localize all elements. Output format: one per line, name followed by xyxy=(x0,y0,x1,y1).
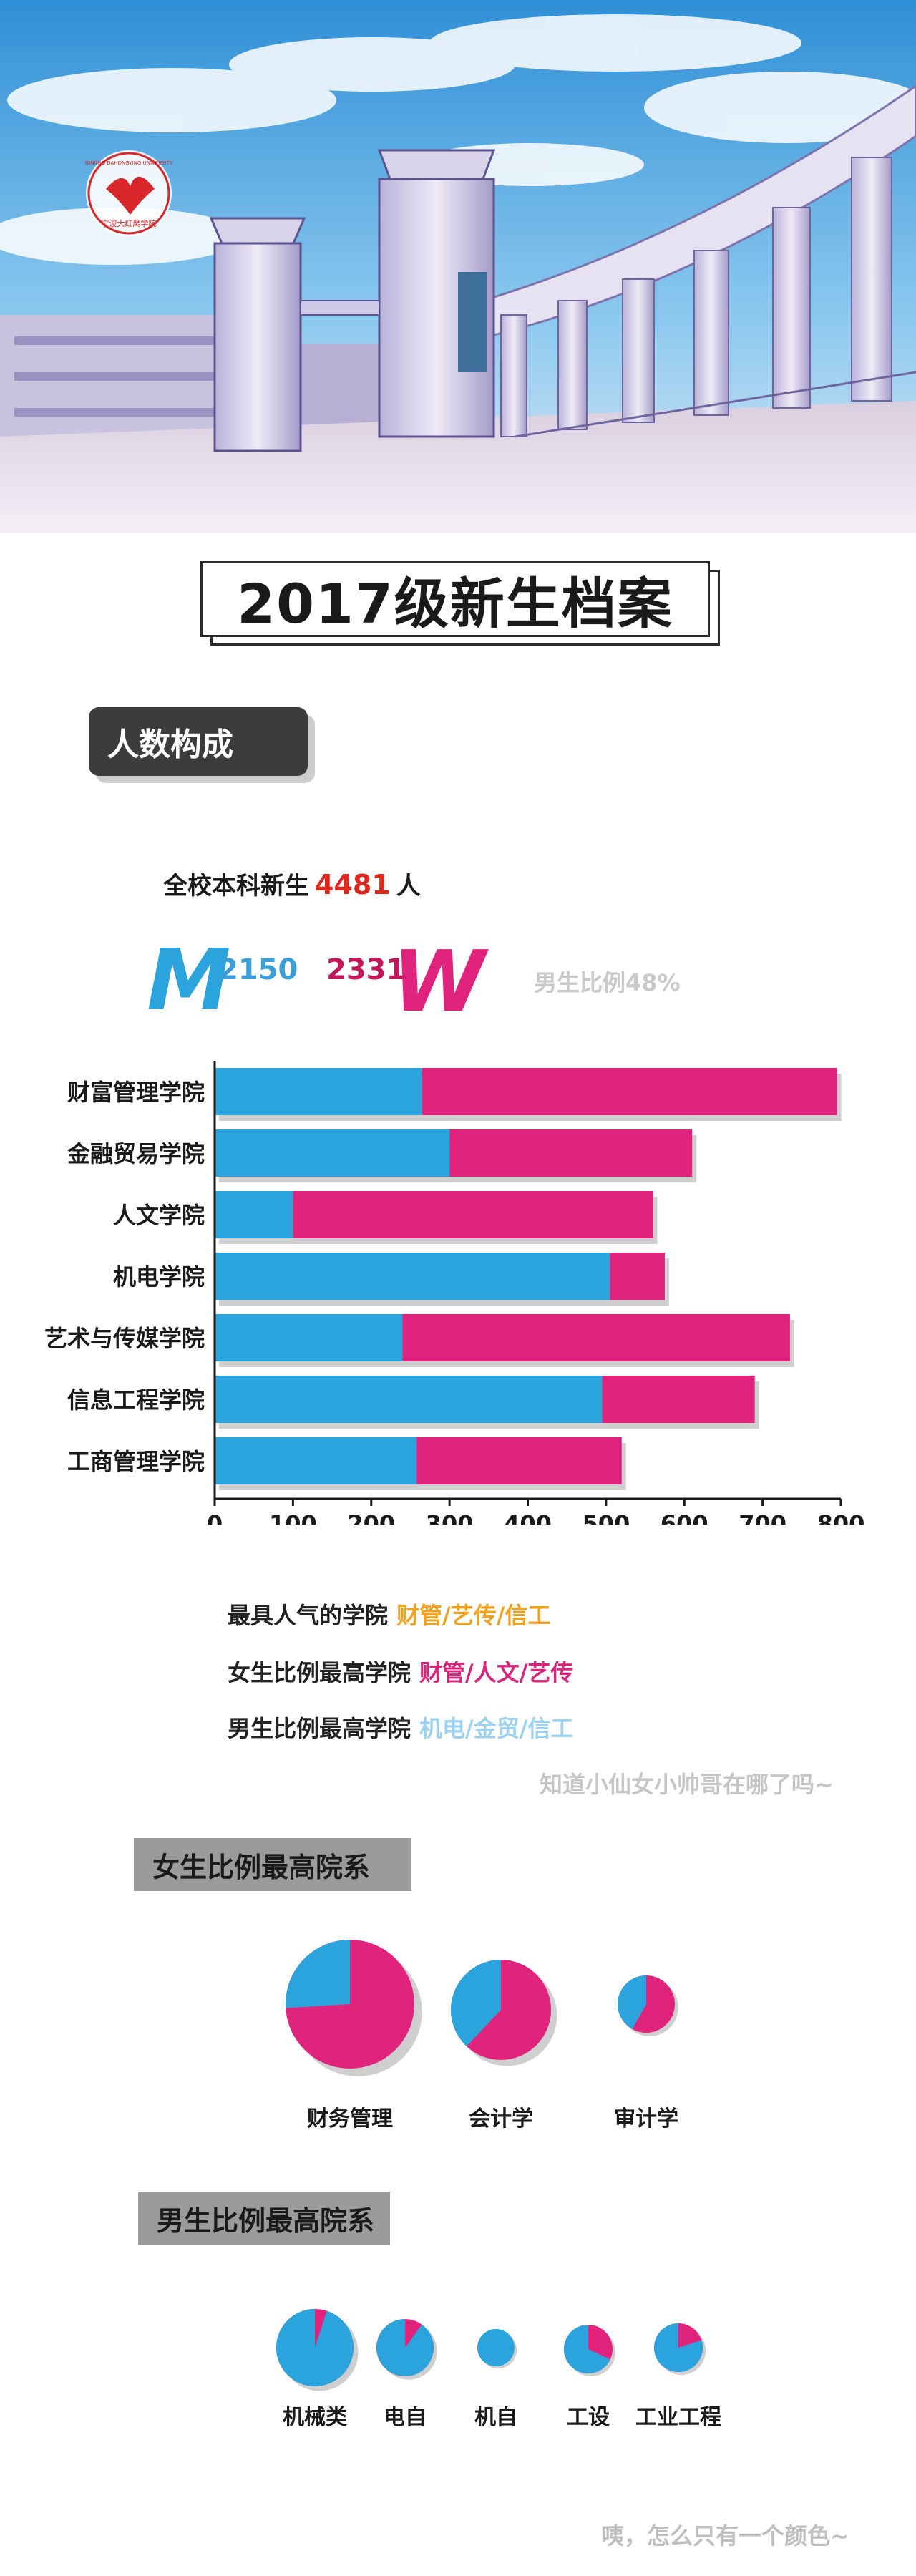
total-number: 4481 xyxy=(315,869,391,900)
x-tick-label: 400 xyxy=(504,1510,552,1525)
bar-female xyxy=(610,1253,665,1300)
x-tick-label: 100 xyxy=(269,1510,317,1525)
pie-slice-male xyxy=(477,2329,515,2366)
pie-2 xyxy=(618,1975,678,2036)
pie-label: 电自 xyxy=(384,2405,427,2430)
category-label: 艺术与传媒学院 xyxy=(44,1325,205,1352)
bar-female xyxy=(602,1376,755,1423)
male-count: 2150 xyxy=(218,953,298,986)
pie-slice-male xyxy=(376,2319,434,2376)
bar-male xyxy=(215,1253,610,1300)
pie-label: 机自 xyxy=(474,2405,517,2430)
x-tick-label: 600 xyxy=(661,1510,708,1525)
x-tick-label: 500 xyxy=(582,1510,630,1525)
title-frame: 2017级新生档案 xyxy=(200,561,710,637)
svg-text:宁波大红鹰学院: 宁波大红鹰学院 xyxy=(102,218,157,228)
section-tag-female-dept: 女生比例最高院系 xyxy=(134,1838,411,1891)
stat-female-value: 财管/人文/艺传 xyxy=(419,1659,574,1686)
stat-male-label: 男生比例最高学院 xyxy=(228,1715,411,1742)
x-tick-label: 200 xyxy=(347,1510,395,1525)
page-title: 2017级新生档案 xyxy=(237,572,673,636)
female-count: 2331 xyxy=(326,953,406,986)
bar-female xyxy=(416,1437,622,1484)
pie-4 xyxy=(654,2323,706,2376)
stat-highest-male: 男生比例最高学院 机电/金贸/信工 xyxy=(228,1711,573,1744)
bar-female xyxy=(293,1191,653,1238)
pie-1 xyxy=(451,1960,557,2066)
stat-most-popular: 最具人气的学院 财管/艺传/信工 xyxy=(228,1598,550,1630)
pie-slice-male xyxy=(563,2325,610,2373)
bar-male xyxy=(215,1129,450,1177)
bar-male xyxy=(215,1068,422,1115)
bar-male xyxy=(215,1376,603,1423)
section-tag-composition: 人数构成 xyxy=(89,707,308,776)
pie-slice-male xyxy=(618,1975,646,2030)
category-label: 工商管理学院 xyxy=(67,1448,205,1475)
male-ratio: 男生比例48% xyxy=(534,969,681,996)
note-only-one-color: 咦，怎么只有一个颜色~ xyxy=(601,2522,849,2550)
pie-3 xyxy=(563,2325,616,2377)
x-tick-label: 0 xyxy=(207,1510,223,1525)
category-label: 金融贸易学院 xyxy=(67,1140,205,1167)
female-letter-icon: W xyxy=(392,932,489,1031)
pie-label: 工设 xyxy=(567,2405,610,2430)
note-where-are-they: 知道小仙女小帅哥在哪了吗~ xyxy=(540,1771,834,1798)
stat-female-label: 女生比例最高学院 xyxy=(228,1659,411,1686)
male-letter-icon: M xyxy=(147,930,230,1029)
stat-popular-label: 最具人气的学院 xyxy=(228,1602,389,1629)
pie-label: 财务管理 xyxy=(307,2106,393,2132)
colonnade xyxy=(457,84,916,438)
university-logo: 宁波大红鹰学院 NINGBO DAHONGYING UNIVERSITY xyxy=(85,150,173,236)
x-tick-label: 700 xyxy=(739,1510,786,1525)
hero-scene: 宁波大红鹰学院 NINGBO DAHONGYING UNIVERSITY xyxy=(0,0,916,533)
stat-popular-value: 财管/艺传/信工 xyxy=(396,1602,551,1629)
total-prefix: 全校本科新生 xyxy=(163,872,309,900)
campus-gate-illustration: 宁波大红鹰学院 NINGBO DAHONGYING UNIVERSITY xyxy=(0,0,916,533)
x-tick-label: 800 xyxy=(817,1510,865,1525)
x-tick-label: 300 xyxy=(426,1510,474,1525)
stat-highest-female: 女生比例最高学院 财管/人文/艺传 xyxy=(228,1655,573,1688)
category-label: 信息工程学院 xyxy=(67,1386,205,1414)
total-suffix: 人 xyxy=(396,872,421,900)
svg-text:NINGBO DAHONGYING UNIVERSITY: NINGBO DAHONGYING UNIVERSITY xyxy=(85,160,173,166)
pie-0 xyxy=(285,1940,422,2076)
pie-1 xyxy=(376,2319,437,2380)
bar-male xyxy=(215,1191,293,1238)
gender-letters: M W xyxy=(147,930,489,1031)
bar-male xyxy=(215,1437,417,1484)
bar-male xyxy=(215,1314,403,1361)
male-dept-pies xyxy=(276,2309,706,2391)
pie-label: 工业工程 xyxy=(635,2405,721,2430)
college-gender-bar-chart: 财富管理学院金融贸易学院人文学院机电学院艺术与传媒学院信息工程学院工商管理学院 … xyxy=(44,1061,865,1525)
bar-female xyxy=(402,1314,790,1361)
category-label: 机电学院 xyxy=(113,1263,205,1291)
title-box: 2017级新生档案 xyxy=(196,557,726,648)
bar-marks xyxy=(215,1068,837,1484)
pie-slice-male xyxy=(654,2323,703,2372)
pie-0 xyxy=(276,2309,359,2391)
pie-slice-male xyxy=(276,2309,354,2386)
bar-x-axis: 0 100 200 300 400 500 600 700 800 xyxy=(207,1061,865,1525)
pie-slice-male xyxy=(451,1960,501,2047)
total-students-line: 全校本科新生 4481 人 xyxy=(163,866,421,901)
pie-label: 审计学 xyxy=(614,2106,678,2132)
section-tag-male-dept: 男生比例最高院系 xyxy=(138,2192,390,2245)
female-dept-pies xyxy=(285,1940,678,2076)
gender-counts: M W 2150 2331 男生比例48% xyxy=(0,930,916,1031)
pie-label: 机械类 xyxy=(283,2405,347,2430)
pie-2 xyxy=(477,2329,517,2369)
stat-male-value: 机电/金贸/信工 xyxy=(419,1715,574,1742)
bar-female xyxy=(422,1068,837,1115)
category-label: 财富管理学院 xyxy=(67,1079,205,1106)
bar-female xyxy=(449,1129,693,1177)
pie-label: 会计学 xyxy=(469,2106,533,2132)
category-label: 人文学院 xyxy=(113,1202,205,1229)
pie-slice-male xyxy=(285,1940,350,2008)
main-gate xyxy=(209,149,496,452)
